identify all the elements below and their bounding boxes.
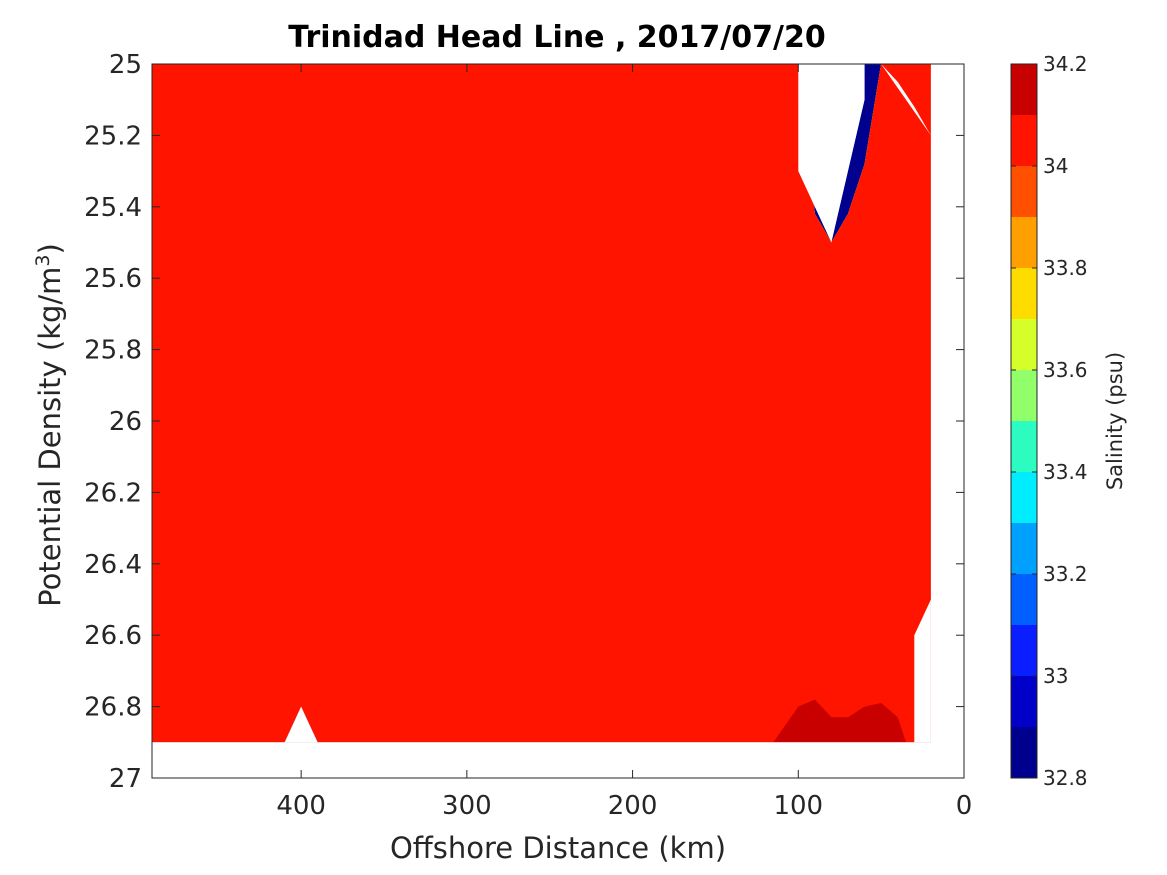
colorbar-swatch xyxy=(1011,727,1037,778)
colorbar-swatch xyxy=(1011,574,1037,625)
colorbar-swatch xyxy=(1011,64,1037,115)
chart-title: Trinidad Head Line , 2017/07/20 xyxy=(288,20,825,55)
x-tick-label: 200 xyxy=(608,791,658,821)
no-data-region-5 xyxy=(914,599,931,743)
y-tick-label: 26.2 xyxy=(84,478,142,508)
no-data-region-3 xyxy=(798,64,865,243)
no-data-region-0 xyxy=(152,742,931,778)
x-tick-label: 100 xyxy=(773,791,823,821)
colorbar-tick-label: 33 xyxy=(1043,664,1068,688)
colorbar-tick-label: 33.6 xyxy=(1043,358,1088,382)
no-data-region-1 xyxy=(930,64,964,778)
y-tick-label: 26.4 xyxy=(84,550,142,580)
y-tick-label: 26.8 xyxy=(84,693,142,723)
x-tick-label: 400 xyxy=(276,791,326,821)
colorbar-tick-label: 34 xyxy=(1043,154,1068,178)
colorbar-tick-label: 34.2 xyxy=(1043,52,1088,76)
y-tick-label: 26 xyxy=(109,407,142,437)
y-tick-label: 25.2 xyxy=(84,121,142,151)
y-tick-label: 25 xyxy=(109,50,142,80)
x-tick-label: 300 xyxy=(442,791,492,821)
colorbar-frame xyxy=(1010,63,1038,779)
y-tick-label: 27 xyxy=(109,764,142,794)
colorbar-swatch xyxy=(1011,370,1037,421)
colorbar-swatch xyxy=(1011,523,1037,574)
colorbar-swatch xyxy=(1011,115,1037,166)
contour-band-34 xyxy=(152,64,931,743)
y-axis-title: Potential Density (kg/m3) xyxy=(32,243,67,607)
no-data-mask-layer xyxy=(152,64,964,778)
x-tick-label: 0 xyxy=(956,791,973,821)
no-data-region-4 xyxy=(881,64,931,136)
y-tick-label: 25.6 xyxy=(84,264,142,294)
axes-layer: 400 300 200 100 0 25 25.2 25.4 25.6 25.8 26 26.2 26.… xyxy=(84,50,972,821)
colorbar-swatch xyxy=(1011,268,1037,319)
y-tick-label: 25.4 xyxy=(84,193,142,223)
colorbar-title: Salinity (psu) xyxy=(1103,352,1127,490)
contour-fill-layer xyxy=(152,64,931,743)
no-data-region-2 xyxy=(284,706,318,743)
contour-band-34.1 xyxy=(773,699,906,743)
y-tick-label: 25.8 xyxy=(84,336,142,366)
colorbar-swatch xyxy=(1011,421,1037,472)
x-axis-title: Offshore Distance (km) xyxy=(390,831,726,865)
colorbar-swatch xyxy=(1011,319,1037,370)
colorbar-tick-label: 33.8 xyxy=(1043,256,1088,280)
y-tick-label: 26.6 xyxy=(84,621,142,651)
colorbar-swatch xyxy=(1011,676,1037,727)
y-axis-title-close: ) xyxy=(33,243,67,254)
colorbar: 32.8 33 33.2 33.4 33.6 33.8 34 34.2 xyxy=(1010,52,1088,790)
colorbar-swatch xyxy=(1011,166,1037,217)
colorbar-swatch xyxy=(1011,472,1037,523)
colorbar-tick-label: 33.4 xyxy=(1043,460,1088,484)
y-axis-title-main: Potential Density (kg/m xyxy=(33,267,67,607)
colorbar-swatch xyxy=(1011,217,1037,268)
colorbar-tick-label: 32.8 xyxy=(1043,766,1088,790)
colorbar-swatch xyxy=(1011,625,1037,676)
y-axis-title-superscript: 3 xyxy=(32,254,54,266)
colorbar-tick-label: 33.2 xyxy=(1043,562,1088,586)
